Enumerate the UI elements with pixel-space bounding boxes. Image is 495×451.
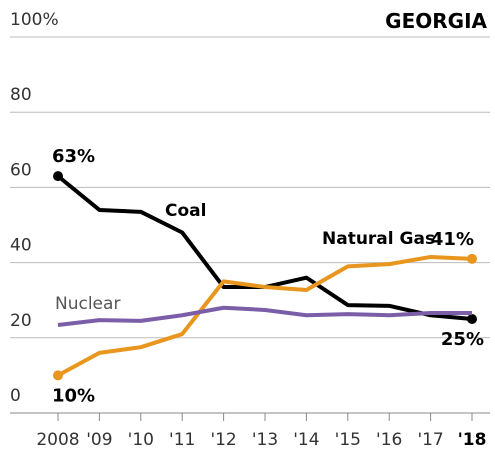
x-tick-label: '18: [458, 430, 487, 450]
data-label: 41%: [431, 229, 474, 250]
data-label: 25%: [441, 329, 484, 350]
y-tick-label: 100%: [10, 10, 59, 30]
x-tick-label: 2008: [36, 430, 79, 450]
x-tick-label: '12: [210, 430, 236, 450]
x-tick-label: '11: [169, 430, 195, 450]
series-label: Natural Gas: [322, 229, 435, 249]
data-label: 10%: [52, 385, 95, 406]
x-tick-label: '14: [293, 430, 319, 450]
chart-title: GEORGIA: [385, 9, 487, 33]
end-marker: [467, 314, 477, 324]
x-tick-label: '16: [376, 430, 402, 450]
series-line: [57, 305, 472, 328]
x-tick-label: '13: [252, 430, 278, 450]
y-tick-label: 20: [10, 311, 32, 331]
y-tick-label: 0: [10, 386, 21, 406]
x-tick-label: '10: [128, 430, 154, 450]
series-line: [57, 254, 473, 378]
y-tick-label: 40: [10, 236, 32, 256]
series-label: Nuclear: [55, 294, 120, 314]
data-label: 63%: [52, 146, 95, 167]
x-tick-label: '15: [335, 430, 361, 450]
y-tick-label: 60: [10, 160, 32, 180]
end-marker: [53, 370, 63, 381]
y-tick-label: 80: [10, 85, 32, 105]
x-tick-label: '09: [86, 430, 112, 450]
x-tick-label: '17: [417, 430, 443, 450]
end-marker: [53, 171, 63, 182]
end-marker: [467, 253, 477, 264]
series-label: Coal: [165, 201, 206, 221]
